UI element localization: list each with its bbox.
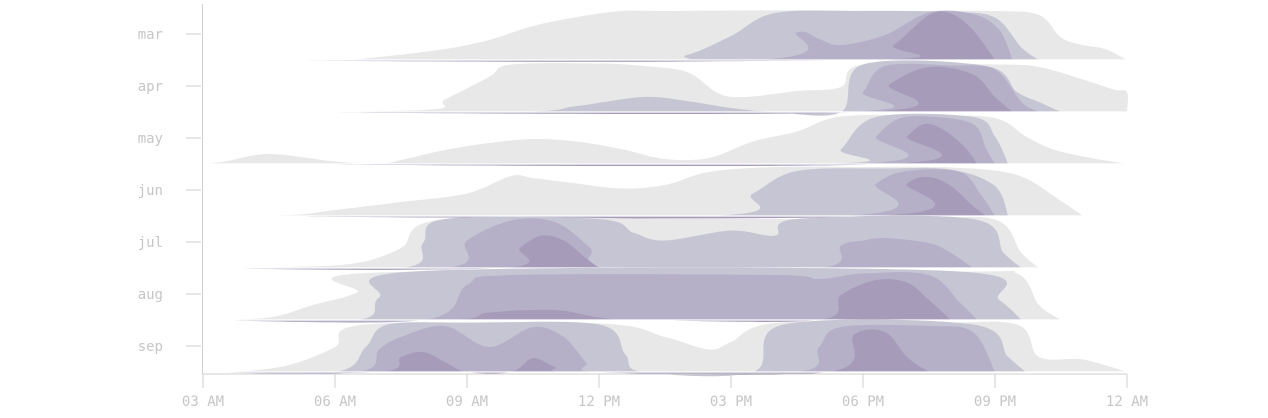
y-tick-label-aug: aug [138, 287, 163, 303]
ridge-jul-layer-4 [203, 235, 599, 270]
y-tick-label-sep: sep [138, 339, 163, 355]
ridge-jun-layer-4 [203, 176, 987, 219]
ridge-sep [203, 319, 1127, 377]
ridge-sep-layer-4 [203, 329, 929, 375]
ridge-jul-layer-2 [203, 215, 1022, 270]
x-axis: 03 AM 06 AM 09 AM 12 PM 03 PM 06 PM 09 PM 12 AM [182, 373, 1148, 410]
ridge-mar [203, 10, 1127, 63]
x-tick-label: 09 AM [446, 394, 488, 410]
y-tick-label-jun: jun [138, 183, 163, 199]
y-tick-label-mar: mar [138, 27, 163, 43]
x-tick-label: 06 PM [842, 394, 884, 410]
ridge-may [203, 113, 1127, 167]
y-axis: mar apr may jun jul aug sep [138, 4, 203, 374]
ridge-jul-layer-3 [203, 218, 973, 271]
ridges [203, 10, 1128, 377]
y-tick-label-jul: jul [138, 235, 163, 251]
ridge-aug-layer-3 [203, 272, 978, 323]
ridge-mar-layer-3 [203, 10, 1013, 63]
x-tick-label: 12 PM [578, 394, 620, 410]
x-tick-label: 03 PM [710, 394, 752, 410]
ridge-apr-layer-4 [203, 66, 1013, 115]
ridge-apr [203, 60, 1128, 116]
ridge-aug-layer-4 [203, 278, 951, 322]
ridge-aug [203, 267, 1127, 323]
x-tick-label: 03 AM [182, 394, 224, 410]
x-tick-label: 06 AM [314, 394, 356, 410]
y-tick-label-may: may [138, 131, 163, 147]
ridge-jul [203, 215, 1127, 271]
ridge-jun [203, 166, 1127, 219]
y-tick-label-apr: apr [138, 79, 163, 95]
ridge-jun-layer-2 [203, 167, 1009, 218]
ridge-may-layer-3 [203, 116, 995, 167]
x-tick-label: 09 PM [974, 394, 1016, 410]
x-tick-label: 12 AM [1106, 394, 1148, 410]
